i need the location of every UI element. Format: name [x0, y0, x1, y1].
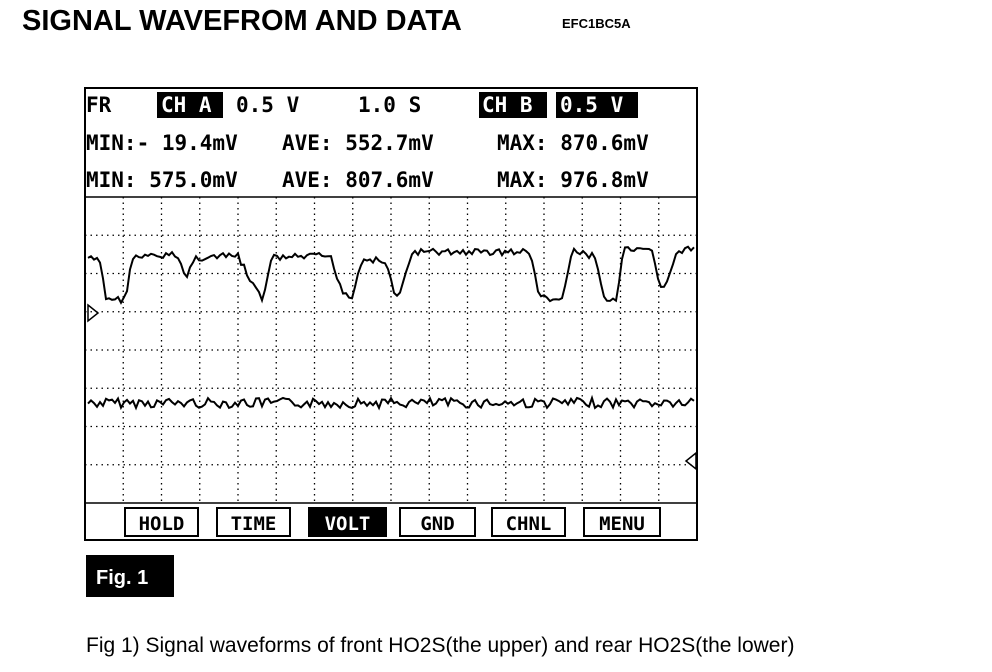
button-bar: HOLD TIME VOLT GND CHNL MENU [124, 507, 661, 537]
figure-label-box [86, 555, 174, 597]
marker-b [684, 451, 697, 471]
button[interactable] [216, 507, 291, 537]
rear-waveform [87, 394, 695, 411]
button-label[interactable]: CHNL [506, 513, 552, 535]
front-waveform [87, 245, 695, 305]
mode: FR [86, 93, 112, 117]
button[interactable] [583, 507, 661, 537]
title: SIGNAL WAVEFROM AND DATA [22, 5, 462, 37]
highlight [157, 92, 223, 118]
figure-label: Fig. 1 [96, 567, 148, 589]
scope-screen: FR CH A 0.5 V 1.0 S CH B 0.5 V MIN:- 19.… [84, 87, 698, 541]
button[interactable] [399, 507, 476, 537]
button[interactable] [124, 507, 199, 537]
channel-b: CH B [482, 93, 533, 117]
caption: Fig 1) Signal waveforms of front HO2S(th… [86, 634, 794, 657]
button[interactable] [491, 507, 566, 537]
button[interactable] [308, 507, 387, 537]
grid [85, 197, 697, 503]
code: EFC1BC5A [562, 16, 631, 31]
highlight [556, 92, 638, 118]
screen-frame [84, 87, 698, 541]
max: MAX: 870.6mV [497, 131, 649, 155]
marker-a [87, 303, 100, 323]
highlight [479, 92, 547, 118]
button-label[interactable]: MENU [599, 513, 645, 535]
channel-a: CH A [161, 93, 212, 117]
volt-b: 0.5 V [560, 93, 624, 117]
time-base: 1.0 S [358, 93, 421, 117]
button-label[interactable]: TIME [231, 513, 277, 535]
ave: AVE: 552.7mV [282, 131, 434, 155]
button-label[interactable]: GND [420, 513, 454, 535]
max: MAX: 976.8mV [497, 168, 649, 192]
min: MIN: 575.0mV [86, 168, 238, 192]
button-label[interactable]: VOLT [325, 513, 371, 535]
min: MIN:- 19.4mV [86, 131, 238, 155]
ave: AVE: 807.6mV [282, 168, 434, 192]
volt-a: 0.5 V [236, 93, 300, 117]
button-label[interactable]: HOLD [139, 513, 185, 535]
